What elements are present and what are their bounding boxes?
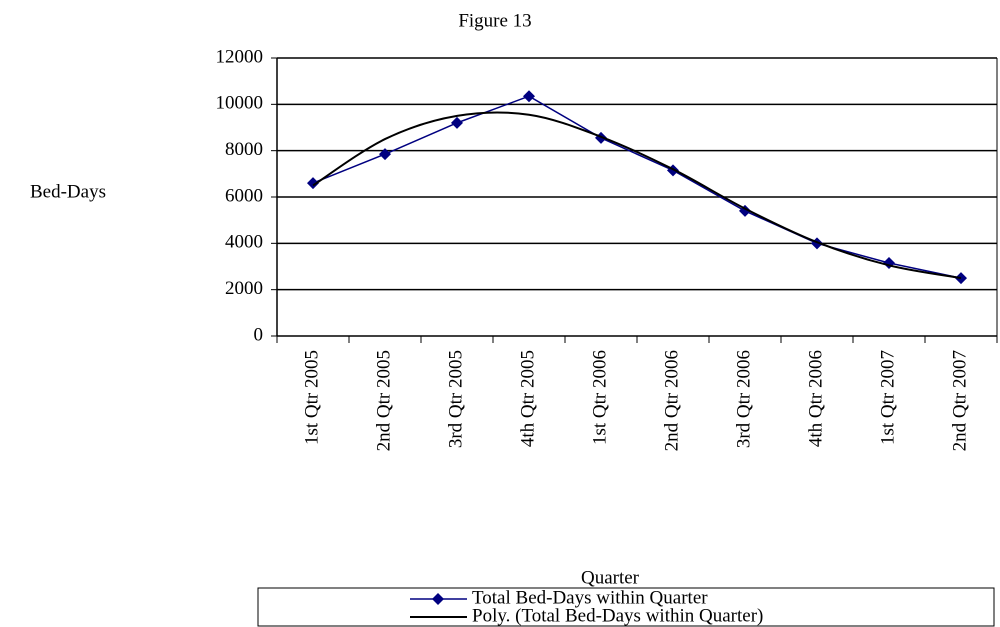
series-line bbox=[312, 95, 962, 279]
point-marker bbox=[451, 116, 463, 129]
point-marker bbox=[379, 148, 391, 161]
legend-label: Total Bed-Days within Quarter bbox=[472, 587, 708, 608]
y-tick-label: 0 bbox=[254, 324, 264, 345]
legend-marker bbox=[432, 593, 444, 605]
legend-label: Poly. (Total Bed-Days within Quarter) bbox=[472, 605, 763, 626]
x-tick-label: 2nd Qtr 2007 bbox=[949, 350, 970, 451]
x-axis-label: Quarter bbox=[581, 567, 640, 588]
y-tick-label: 10000 bbox=[216, 93, 264, 114]
y-tick-label: 6000 bbox=[225, 185, 263, 206]
y-tick-label: 8000 bbox=[225, 139, 263, 160]
y-axis-label: Bed-Days bbox=[30, 181, 106, 202]
point-marker bbox=[307, 177, 319, 190]
x-tick-label: 3rd Qtr 2005 bbox=[445, 350, 466, 448]
legend-box bbox=[257, 587, 995, 627]
x-tick-label: 2nd Qtr 2005 bbox=[373, 350, 394, 451]
y-tick-label: 2000 bbox=[225, 278, 263, 299]
chart-title: Figure 13 bbox=[458, 10, 531, 31]
x-tick-label: 1st Qtr 2007 bbox=[877, 350, 898, 445]
trend-line bbox=[312, 111, 962, 280]
x-tick-label: 4th Qtr 2005 bbox=[517, 350, 538, 447]
x-tick-label: 1st Qtr 2006 bbox=[589, 350, 610, 445]
y-tick-label: 4000 bbox=[225, 232, 263, 253]
point-marker bbox=[523, 90, 535, 103]
x-tick-label: 3rd Qtr 2006 bbox=[733, 350, 754, 448]
x-tick-label: 1st Qtr 2005 bbox=[301, 350, 322, 445]
x-tick-label: 4th Qtr 2006 bbox=[805, 350, 826, 447]
y-tick-label: 12000 bbox=[216, 46, 264, 67]
x-tick-label: 2nd Qtr 2006 bbox=[661, 350, 682, 451]
